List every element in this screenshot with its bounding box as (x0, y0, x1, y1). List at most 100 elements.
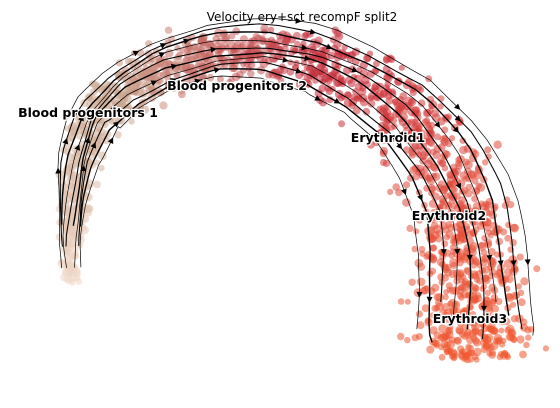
cell-point (67, 275, 75, 283)
cell-point (387, 188, 394, 195)
cell-point (542, 345, 550, 352)
cell-point (484, 146, 492, 154)
cell-point (428, 121, 436, 129)
cell-point (408, 151, 417, 159)
cell-point (475, 270, 483, 278)
cell-point (414, 110, 422, 117)
cell-point (260, 48, 268, 56)
cell-point (463, 267, 471, 274)
cell-point (498, 278, 507, 287)
cell-point (519, 350, 527, 359)
cell-point (490, 313, 498, 321)
cell-point (485, 229, 492, 236)
cell-point (68, 126, 77, 135)
velocity-arrowhead (426, 296, 433, 303)
cell-point (352, 106, 361, 115)
velocity-arrowhead (454, 115, 461, 122)
velocity-streamline (78, 61, 445, 303)
cell-point (115, 59, 123, 67)
cell-point (443, 289, 450, 296)
cell-point (459, 283, 467, 292)
cell-point (431, 192, 440, 201)
cell-point (476, 183, 486, 192)
cell-point (385, 96, 394, 105)
cell-point (398, 64, 405, 71)
cell-point (87, 95, 94, 103)
cell-point (462, 158, 470, 166)
cell-point (94, 95, 102, 103)
velocity-arrowhead (434, 121, 441, 128)
cell-point (397, 332, 405, 341)
velocity-arrowhead (452, 126, 460, 133)
cell-point (454, 273, 462, 281)
velocity-arrowhead (213, 67, 221, 74)
cell-point (455, 325, 464, 335)
cell-point (394, 105, 402, 113)
cell-point (114, 131, 122, 139)
cell-point (471, 328, 479, 336)
cell-point (387, 55, 396, 64)
cell-point (433, 144, 442, 153)
velocity-arrowhead (194, 78, 201, 85)
cell-point (391, 98, 399, 105)
velocity-arrowhead (466, 254, 473, 261)
cell-point (482, 159, 489, 166)
cell-point (473, 356, 480, 363)
cell-point (438, 324, 447, 334)
cell-point (229, 46, 238, 54)
cell-point (459, 137, 467, 144)
cell-point (93, 180, 101, 189)
cluster-label-erythroid3: Erythroid3 (433, 311, 507, 326)
cell-point (384, 81, 392, 88)
cell-point (455, 160, 462, 167)
cell-point (439, 159, 446, 167)
cell-point (281, 38, 289, 46)
cell-point (232, 27, 241, 36)
velocity-arrowhead (497, 260, 504, 267)
velocity-arrowhead (295, 17, 302, 24)
cell-point (217, 55, 224, 62)
cell-point (431, 113, 441, 122)
cell-point (471, 321, 478, 328)
cell-point (122, 87, 131, 96)
cell-point (428, 234, 437, 243)
cell-point (429, 326, 438, 335)
cell-point (181, 57, 190, 67)
cell-point (441, 126, 449, 134)
cell-point (268, 26, 275, 33)
cell-point (448, 195, 458, 204)
cell-point (103, 85, 113, 95)
cell-point (72, 268, 80, 276)
velocity-arrowhead (150, 80, 158, 86)
velocity-arrowhead (80, 165, 87, 172)
velocity-arrowhead (416, 291, 423, 298)
cell-point (448, 348, 458, 357)
cell-point (480, 255, 488, 263)
cell-point (465, 183, 473, 191)
cell-point (195, 60, 204, 70)
cell-point (132, 82, 140, 90)
velocity-arrowhead (454, 248, 461, 255)
cell-point (464, 328, 472, 337)
cell-point (467, 304, 474, 311)
cell-point (138, 90, 146, 98)
cell-point (334, 79, 343, 87)
cell-point (123, 102, 132, 112)
cell-point (505, 293, 515, 302)
cell-scatter (55, 24, 550, 364)
cell-point (415, 164, 425, 174)
cell-point (222, 36, 230, 43)
velocity-arrowhead (158, 52, 166, 58)
cell-point (509, 301, 517, 308)
cell-point (404, 298, 411, 305)
cell-point (408, 278, 416, 286)
cell-point (128, 118, 135, 125)
cell-point (424, 159, 433, 169)
velocity-arrowhead (309, 28, 317, 35)
cell-point (504, 234, 512, 242)
cell-point (382, 159, 391, 167)
cell-point (471, 178, 479, 185)
cell-point (164, 48, 174, 58)
cell-point (395, 188, 403, 197)
cell-point (381, 123, 390, 132)
